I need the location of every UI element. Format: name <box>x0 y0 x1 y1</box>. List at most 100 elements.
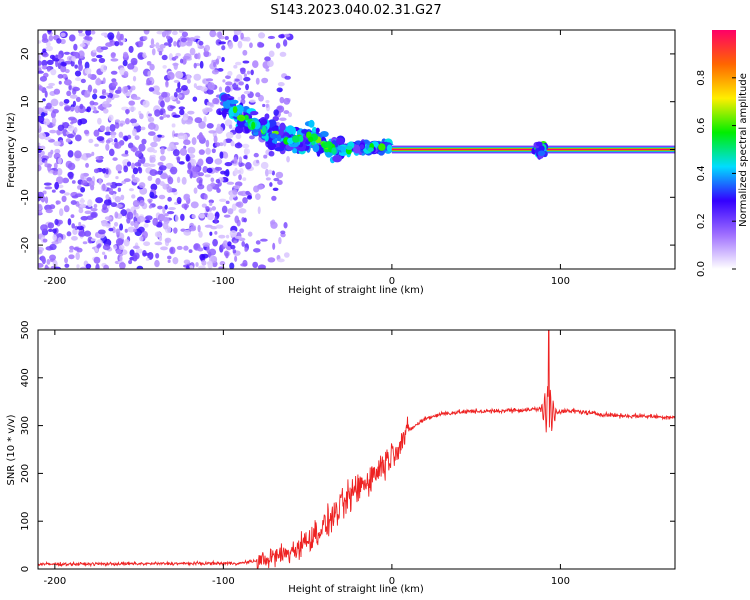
spectrogram-noise-blob <box>227 208 234 215</box>
spectrogram-noise-blob <box>157 47 164 53</box>
spectrogram-noise-blob <box>56 129 61 136</box>
spectrogram-noise-blob <box>286 156 290 163</box>
spectrogram-noise-blob <box>101 101 110 108</box>
spectrogram-noise-blob <box>105 139 111 144</box>
spectrogram-noise-blob <box>148 163 156 168</box>
spectrogram-content <box>38 30 675 269</box>
spectrogram-noise-blob <box>165 82 169 88</box>
spectrogram-noise-blob <box>72 86 80 92</box>
spectrogram-noise-blob <box>104 173 110 178</box>
spectrogram-noise-blob <box>204 44 211 52</box>
spectrogram-noise-blob <box>96 136 105 141</box>
spectrogram-noise-blob <box>110 58 119 62</box>
spectrogram-signal-core <box>308 136 314 143</box>
spectrogram-noise-blob <box>38 85 43 91</box>
spectrogram-noise-blob <box>178 132 185 136</box>
spectrogram-noise-blob <box>115 228 121 235</box>
spectrogram-noise-blob <box>166 146 172 152</box>
spectrogram-noise-blob <box>78 30 83 34</box>
spectrogram-noise-blob <box>191 214 196 219</box>
spectrogram-noise-blob <box>104 216 112 221</box>
spectrogram-noise-blob <box>234 167 238 176</box>
spectrogram-noise-blob <box>51 117 57 125</box>
spectrogram-noise-blob <box>68 85 72 91</box>
spectrogram-noise-blob <box>223 153 229 159</box>
spectrogram-noise-blob <box>127 63 135 70</box>
spectrogram-noise-blob <box>56 176 64 185</box>
spectrogram-noise-blob <box>252 261 259 269</box>
spectrogram-noise-blob <box>41 52 49 58</box>
spectrogram-noise-blob <box>272 242 276 250</box>
spectrogram-noise-blob <box>120 33 124 41</box>
spectrogram-noise-blob <box>46 66 51 72</box>
spectrogram-noise-blob <box>277 81 285 87</box>
spectrogram-noise-blob <box>148 200 152 204</box>
spectrogram-noise-blob <box>173 91 178 98</box>
spectrogram-noise-blob <box>205 147 211 155</box>
spectrogram-noise-blob <box>145 215 153 221</box>
spectrogram-noise-blob <box>207 260 213 269</box>
spectrogram-burst-blob <box>538 145 545 152</box>
spectrogram-noise-blob <box>159 44 166 49</box>
spectrogram-noise-blob <box>78 208 84 214</box>
spectrogram-noise-blob <box>71 180 76 184</box>
spectrogram-noise-blob <box>260 161 269 170</box>
spectrogram-noise-blob <box>105 42 113 47</box>
spectrogram-noise-blob <box>211 206 217 211</box>
spectrogram-noise-blob <box>173 79 180 83</box>
spectrogram-noise-blob <box>49 254 57 261</box>
snr-xtick-label: -200 <box>44 576 67 587</box>
spectrogram-noise-blob <box>176 245 183 251</box>
spectrogram-noise-blob <box>197 52 201 60</box>
spectrogram-noise-blob <box>253 152 259 158</box>
spectrogram-noise-blob <box>225 234 230 239</box>
spectrogram-noise-blob <box>238 81 244 86</box>
spectrogram-noise-blob <box>230 140 235 147</box>
spectrogram-noise-blob <box>102 168 107 174</box>
spectrogram-noise-blob <box>269 220 274 226</box>
snr-ticks: -200 -100 0 100 0 100 200 300 400 500 <box>20 320 675 587</box>
spectrogram-noise-blob <box>52 234 57 241</box>
spectrogram-noise-blob <box>186 78 191 84</box>
spectrogram-noise-blob <box>75 252 80 261</box>
spectrogram-noise-blob <box>53 88 61 95</box>
spectrogram-signal-core <box>244 114 249 121</box>
spectrogram-noise-blob <box>268 150 275 157</box>
snr-panel: -200 -100 0 100 0 100 200 300 400 500 Height of s… <box>6 320 676 595</box>
spectrogram-noise-blob <box>97 117 102 125</box>
spectrogram-noise-blob <box>167 196 172 202</box>
spectrogram-noise-blob <box>198 172 205 177</box>
spectrogram-noise-blob <box>206 246 210 254</box>
spectrogram-noise-blob <box>167 259 171 264</box>
spectrogram-noise-blob <box>242 143 250 149</box>
spectrogram-noise-blob <box>218 266 224 269</box>
spectrogram-noise-blob <box>38 121 41 130</box>
spectrogram-signal-blob <box>359 144 365 150</box>
spectrogram-noise-blob <box>118 244 125 250</box>
spectrogram-noise-blob <box>225 200 230 205</box>
spectrogram-noise-blob <box>49 204 56 210</box>
spectrogram-noise-blob <box>90 212 97 218</box>
spectrogram-noise-blob <box>178 106 186 110</box>
spectrogram-xtick-label: 0 <box>389 276 395 287</box>
spectrogram-noise-blob <box>58 80 62 85</box>
spectrogram-noise-blob <box>79 204 87 208</box>
spectrogram-noise-blob <box>51 55 56 62</box>
spectrogram-noise-blob <box>100 46 109 51</box>
spectrogram-noise-blob <box>132 128 137 137</box>
spectrogram-noise-blob <box>187 146 196 154</box>
spectrogram-signal-blob <box>271 139 278 144</box>
spectrogram-signal-blob <box>335 137 345 145</box>
spectrogram-noise-blob <box>47 30 53 33</box>
spectrogram-noise-blob <box>164 204 168 210</box>
spectrogram-noise-blob <box>78 221 82 227</box>
spectrogram-noise-blob <box>70 200 77 205</box>
spectrogram-noise-blob <box>253 248 261 253</box>
spectrogram-noise-blob <box>110 52 116 59</box>
spectrogram-noise-blob <box>280 230 286 235</box>
spectrogram-noise-blob <box>265 177 271 181</box>
spectrogram-noise-blob <box>57 157 62 165</box>
spectrogram-noise-blob <box>128 188 135 192</box>
spectrogram-noise-blob <box>133 252 140 260</box>
spectrogram-noise-blob <box>138 167 143 174</box>
